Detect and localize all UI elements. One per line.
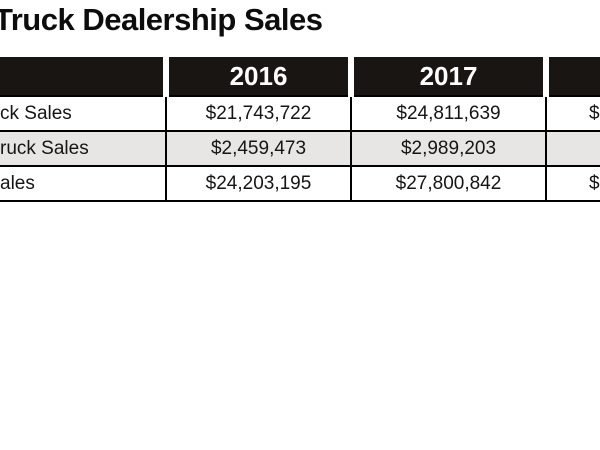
cell-2017: $27,800,842 (350, 165, 547, 202)
table-row: ruck Sales $2,459,473 $2,989,203 (0, 130, 600, 167)
header-row: 2016 2017 (0, 57, 600, 96)
sales-table: 2016 2017 ck Sales $21,743,722 $24,811,6… (0, 57, 600, 202)
cell-2016: $2,459,473 (165, 130, 352, 167)
header-year-2017: 2017 (351, 57, 549, 96)
page-title: Truck Dealership Sales (0, 2, 323, 37)
table-row: ales $24,203,195 $27,800,842 $ (0, 165, 600, 202)
cell-partial: $ (545, 165, 600, 202)
cell-partial: $ (545, 95, 600, 132)
cell-2016: $21,743,722 (165, 95, 352, 132)
row-label: ruck Sales (0, 130, 167, 167)
cell-2016: $24,203,195 (165, 165, 352, 202)
cell-2017: $24,811,639 (350, 95, 547, 132)
row-label: ales (0, 165, 167, 202)
header-year-partial (546, 57, 600, 96)
cell-partial (545, 130, 600, 167)
header-year-2016: 2016 (166, 57, 354, 96)
cell-2017: $2,989,203 (350, 130, 547, 167)
row-label: ck Sales (0, 95, 167, 132)
header-blank-cell (0, 57, 169, 96)
table-row: ck Sales $21,743,722 $24,811,639 $ (0, 95, 600, 132)
